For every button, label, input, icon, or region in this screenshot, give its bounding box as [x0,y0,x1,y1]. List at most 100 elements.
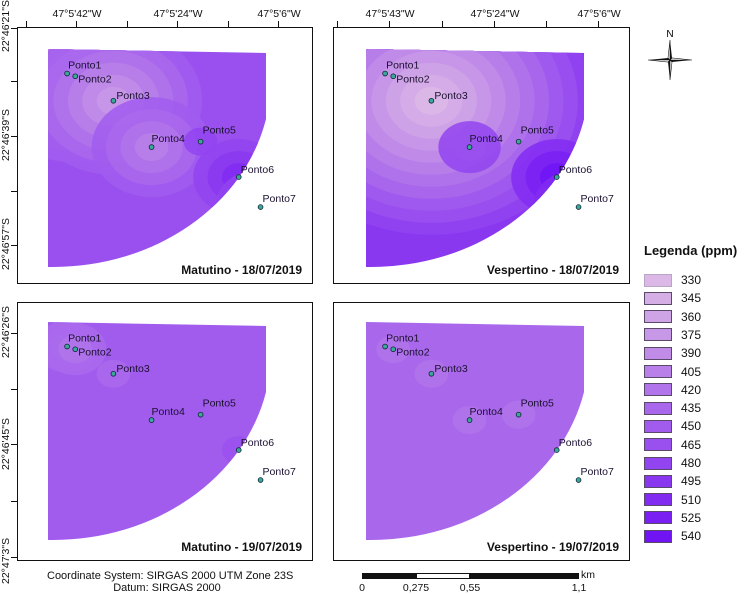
graticule-tick [11,389,17,390]
longitude-label: 47°5'43"W [365,8,415,20]
sample-point-label: Ponto4 [470,406,503,418]
sample-point [466,144,473,150]
graticule-tick [442,21,443,27]
legend-label: 465 [681,437,702,452]
graticule-tick [177,21,178,27]
sample-point-label: Ponto3 [116,90,149,102]
sample-point [72,346,79,353]
longitude-label: 47°5'24"W [470,8,520,20]
graticule-tick [11,28,17,29]
coordinate-system-label: Coordinate System: SIRGAS 2000 UTM Zone … [47,570,294,582]
north-label: N [666,29,673,40]
sample-point [428,97,435,104]
graticule-tick [11,81,17,82]
legend-swatch [644,346,672,360]
sample-point-label: Ponto7 [263,466,296,478]
sample-point-label: Ponto5 [521,398,554,410]
legend-swatch [644,328,672,342]
legend-label: 360 [681,309,702,324]
legend-label: 345 [681,291,702,306]
legend-item: 375 [644,327,701,343]
graticule-tick [11,501,17,502]
sample-point-label: Ponto2 [396,73,429,85]
legend-item: 390 [644,345,701,361]
graticule-tick [337,21,338,27]
legend-swatch [644,493,672,507]
legend-label: 390 [681,346,702,361]
legend-item: 360 [644,309,701,325]
latitude-label: 22°46'45"S [0,418,12,470]
scale-label: 0 [359,582,365,594]
legend-label: 435 [681,401,702,416]
longitude-label: 47°5'42"W [52,8,102,20]
scale-unit: km [581,569,595,581]
interpolated-surface [48,322,266,541]
legend-title: Legenda (ppm) [644,243,738,258]
map-panel-vespertino-18: Ponto1 Ponto2 Ponto3 Ponto4 Ponto5 Ponto6 Pont… [333,27,630,284]
legend-item: 480 [644,455,701,471]
sample-point-label: Ponto7 [263,193,296,205]
sample-point [235,174,242,180]
sample-point-label: Ponto4 [470,133,503,145]
legend-label: 525 [681,510,702,525]
legend-swatch [644,419,672,433]
sample-point-label: Ponto1 [386,60,419,72]
legend-label: 450 [681,419,702,434]
sample-point-label: Ponto5 [203,125,236,137]
legend-swatch [644,310,672,324]
sample-point-label: Ponto2 [396,346,429,358]
panel-title: Matutino - 19/07/2019 [181,540,302,554]
sample-point-label: Ponto1 [68,333,101,345]
sample-point [428,370,435,377]
legend-swatch [644,365,672,378]
sample-point [575,204,582,210]
scale-label: 0,275 [402,582,430,594]
panel-title: Matutino - 18/07/2019 [181,263,302,277]
interpolated-surface [366,49,584,268]
longitude-label: 47°5'6"W [257,8,301,20]
sample-point [257,477,264,483]
panel-title: Vespertino - 18/07/2019 [486,263,619,277]
sample-point-label: Ponto1 [68,60,101,72]
sample-point-label: Ponto7 [581,193,614,205]
legend-label: 510 [681,492,702,507]
sample-point [148,144,155,150]
sample-point [390,73,397,80]
sample-point [72,73,79,80]
legend-label: 405 [681,364,702,379]
map-panel-vespertino-19: Ponto1 Ponto2 Ponto3 Ponto4 Ponto5 Ponto6 Pont… [333,302,630,561]
graticule-tick [11,191,17,192]
legend-swatch [644,291,672,305]
longitude-label: 47°5'6"W [577,8,621,20]
legend-swatch [644,273,672,287]
legend-item: 405 [644,364,701,380]
graticule-tick [278,21,279,27]
legend-item: 330 [644,272,701,288]
legend-label: 330 [681,273,702,287]
legend-label: 480 [681,456,702,470]
legend-swatch [644,401,672,415]
sample-point-label: Ponto2 [78,346,111,358]
sample-point [197,411,204,418]
legend-item: 510 [644,492,701,508]
legend-item: 420 [644,382,701,398]
sample-point [235,447,242,453]
graticule-tick [76,21,77,27]
sample-point-label: Ponto4 [152,133,185,145]
sample-point [553,174,560,180]
legend-label: 375 [681,327,702,342]
graticule-tick [26,21,27,27]
panel-title: Vespertino - 19/07/2019 [486,540,619,554]
sample-point-label: Ponto1 [386,333,419,345]
legend-label: 420 [681,382,702,397]
graticule-tick [389,21,390,27]
sample-point [382,343,388,350]
legend-swatch [644,529,672,543]
legend-item: 540 [644,528,701,544]
legend-swatch [644,474,672,488]
graticule-tick [228,21,229,27]
legend-item: 495 [644,473,701,489]
graticule-tick [494,21,495,27]
sample-point-label: Ponto6 [241,164,274,176]
